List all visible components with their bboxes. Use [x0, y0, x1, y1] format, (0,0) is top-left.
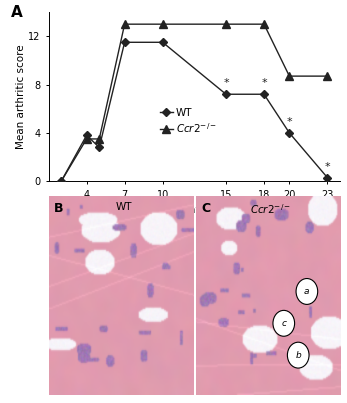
Text: *: *: [324, 162, 330, 172]
Text: $Ccr2^{-/-}$: $Ccr2^{-/-}$: [250, 202, 291, 216]
Ellipse shape: [273, 310, 295, 336]
Text: *: *: [287, 117, 292, 127]
Legend: WT, $Ccr2^{-/-}$: WT, $Ccr2^{-/-}$: [156, 104, 221, 139]
Text: *: *: [261, 78, 267, 88]
Ellipse shape: [287, 342, 309, 368]
Ellipse shape: [296, 278, 318, 304]
X-axis label: Days: Days: [181, 205, 207, 215]
Text: C: C: [202, 202, 211, 215]
Text: B: B: [54, 202, 64, 215]
Y-axis label: Mean arthritic score: Mean arthritic score: [17, 44, 26, 149]
Text: WT: WT: [115, 202, 132, 212]
Text: *: *: [223, 78, 229, 88]
Text: A: A: [11, 5, 23, 20]
Text: a: a: [304, 287, 310, 296]
Text: b: b: [295, 351, 301, 359]
Text: c: c: [281, 319, 286, 328]
